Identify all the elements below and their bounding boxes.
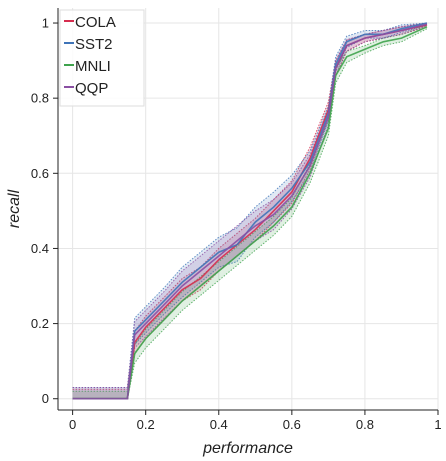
x-tick-label-0: 0: [69, 417, 76, 432]
legend-label-mnli: MNLI: [75, 58, 111, 75]
axes: [57, 8, 438, 411]
series-line-mnli: [72, 26, 428, 400]
y-tick-label-1: 0.2: [31, 316, 49, 331]
band-lower-mnli: [72, 28, 428, 400]
y-tick-label-2: 0.4: [31, 241, 49, 256]
x-axis-label: performance: [202, 440, 293, 457]
y-tick-label-5: 1: [42, 16, 49, 31]
grid: [58, 8, 439, 410]
band-upper-mnli: [72, 24, 428, 392]
x-tick-label-2: 0.4: [210, 417, 228, 432]
legend-label-cola: COLA: [75, 14, 116, 31]
series-line-sst2: [72, 22, 428, 400]
band-upper-cola: [72, 22, 428, 390]
band-lower-qqp: [72, 25, 428, 400]
legend: COLA SST2 MNLI QQP: [59, 9, 145, 107]
legend-label-qqp: QQP: [75, 80, 108, 97]
y-axis-label: recall: [6, 189, 23, 228]
x-tick-label-4: 0.8: [356, 417, 374, 432]
x-tick-label-3: 0.6: [283, 417, 301, 432]
band-upper-sst2: [72, 22, 428, 388]
x-tick-label-5: 1: [434, 417, 441, 432]
series-line-qqp: [72, 23, 428, 400]
ticks: 0 0.2 0.4 0.6 0.8 1 0 0.2 0.4 0.6 0.8 1: [31, 16, 442, 432]
y-tick-label-4: 0.8: [31, 91, 49, 106]
y-tick-label-3: 0.6: [31, 166, 49, 181]
legend-box: [59, 9, 145, 107]
series-lines: [72, 22, 428, 400]
legend-label-sst2: SST2: [75, 36, 113, 53]
x-tick-label-1: 0.2: [137, 417, 155, 432]
y-tick-label-0: 0: [42, 391, 49, 406]
